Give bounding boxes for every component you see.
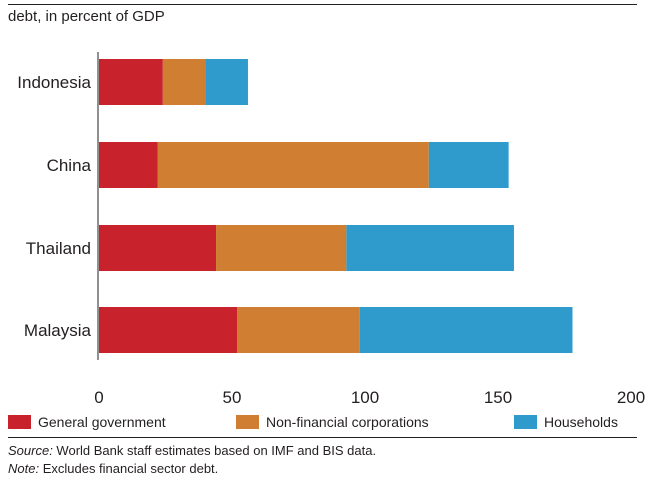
bar-malaysia-general-government	[99, 307, 238, 353]
bar-thailand-households	[346, 225, 514, 271]
legend-label-general-government: General government	[38, 414, 166, 430]
bar-china-general-government	[99, 142, 158, 188]
stacked-bar-chart: Indonesia China Thailand Malaysia 0 50 100 150 2…	[17, 52, 645, 407]
bar-china-non-financial-corporations	[157, 142, 429, 188]
legend-swatch-non-financial-corporations	[236, 415, 259, 429]
bar-indonesia-households	[205, 59, 248, 105]
category-label-indonesia: Indonesia	[17, 73, 91, 92]
bar-malaysia-households	[359, 307, 573, 353]
legend-item-non-financial-corporations: Non-financial corporations	[236, 414, 429, 430]
bar-malaysia-non-financial-corporations	[237, 307, 360, 353]
bar-thailand-general-government	[99, 225, 217, 271]
source-text: World Bank staff estimates based on IMF …	[52, 443, 377, 458]
note-text: Excludes financial sector debt.	[39, 461, 219, 476]
bar-indonesia-non-financial-corporations	[162, 59, 206, 105]
bar-china-households	[428, 142, 509, 188]
bottom-rule	[8, 437, 637, 438]
category-label-malaysia: Malaysia	[24, 321, 92, 340]
x-tick-label-50: 50	[223, 388, 242, 407]
x-tick-label-0: 0	[94, 388, 103, 407]
note-label: Note:	[8, 461, 40, 476]
legend-swatch-households	[514, 415, 537, 429]
bar-thailand-non-financial-corporations	[216, 225, 347, 271]
bar-indonesia-general-government	[99, 59, 163, 105]
x-tick-label-150: 150	[484, 388, 512, 407]
chart-legend: General government Non-financial corpora…	[0, 414, 645, 434]
source-label: Source:	[8, 443, 53, 458]
legend-swatch-general-government	[8, 415, 31, 429]
x-tick-label-100: 100	[351, 388, 379, 407]
legend-label-non-financial-corporations: Non-financial corporations	[266, 414, 429, 430]
legend-item-general-government: General government	[8, 414, 166, 430]
legend-label-households: Households	[544, 414, 618, 430]
chart-subtitle: debt, in percent of GDP	[8, 8, 165, 25]
footnote: Note: Excludes financial sector debt.	[8, 461, 218, 476]
source-note: Source: World Bank staff estimates based…	[8, 443, 376, 458]
category-label-thailand: Thailand	[26, 239, 91, 258]
x-tick-label-200: 200	[617, 388, 645, 407]
legend-item-households: Households	[514, 414, 618, 430]
top-rule	[8, 4, 637, 5]
category-label-china: China	[47, 156, 92, 175]
